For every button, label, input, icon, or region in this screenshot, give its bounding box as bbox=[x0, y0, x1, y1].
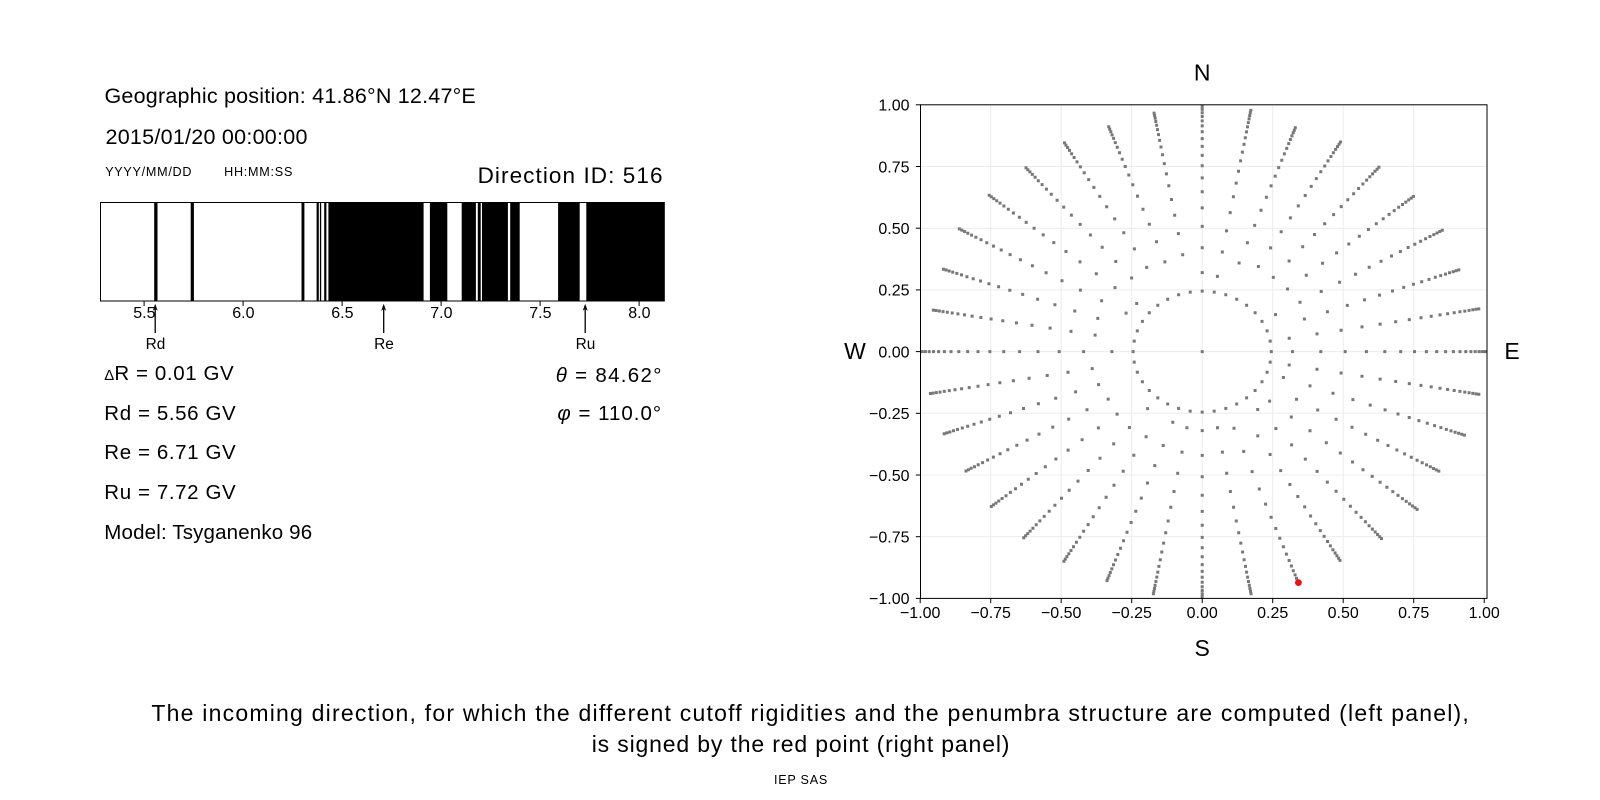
svg-text:−0.75: −0.75 bbox=[869, 530, 910, 547]
svg-text:−0.50: −0.50 bbox=[869, 468, 910, 485]
svg-text:−0.25: −0.25 bbox=[869, 406, 910, 423]
svg-text:E: E bbox=[1504, 338, 1519, 364]
svg-text:−1.00: −1.00 bbox=[900, 605, 941, 622]
svg-text:0.25: 0.25 bbox=[1257, 605, 1288, 622]
svg-text:−0.50: −0.50 bbox=[1041, 605, 1082, 622]
svg-text:0.75: 0.75 bbox=[878, 159, 909, 176]
svg-text:0.50: 0.50 bbox=[1328, 605, 1359, 622]
svg-text:0.00: 0.00 bbox=[878, 344, 909, 361]
svg-text:S: S bbox=[1195, 635, 1210, 661]
svg-text:W: W bbox=[844, 338, 866, 364]
svg-text:0.50: 0.50 bbox=[878, 221, 909, 238]
svg-text:−1.00: −1.00 bbox=[869, 591, 910, 608]
svg-text:1.00: 1.00 bbox=[878, 98, 909, 115]
svg-text:0.75: 0.75 bbox=[1398, 605, 1429, 622]
svg-text:0.25: 0.25 bbox=[878, 283, 909, 300]
svg-text:−0.25: −0.25 bbox=[1111, 605, 1152, 622]
svg-text:−0.75: −0.75 bbox=[970, 605, 1011, 622]
svg-text:1.00: 1.00 bbox=[1469, 605, 1500, 622]
svg-text:0.00: 0.00 bbox=[1187, 605, 1218, 622]
svg-text:N: N bbox=[1194, 60, 1211, 86]
